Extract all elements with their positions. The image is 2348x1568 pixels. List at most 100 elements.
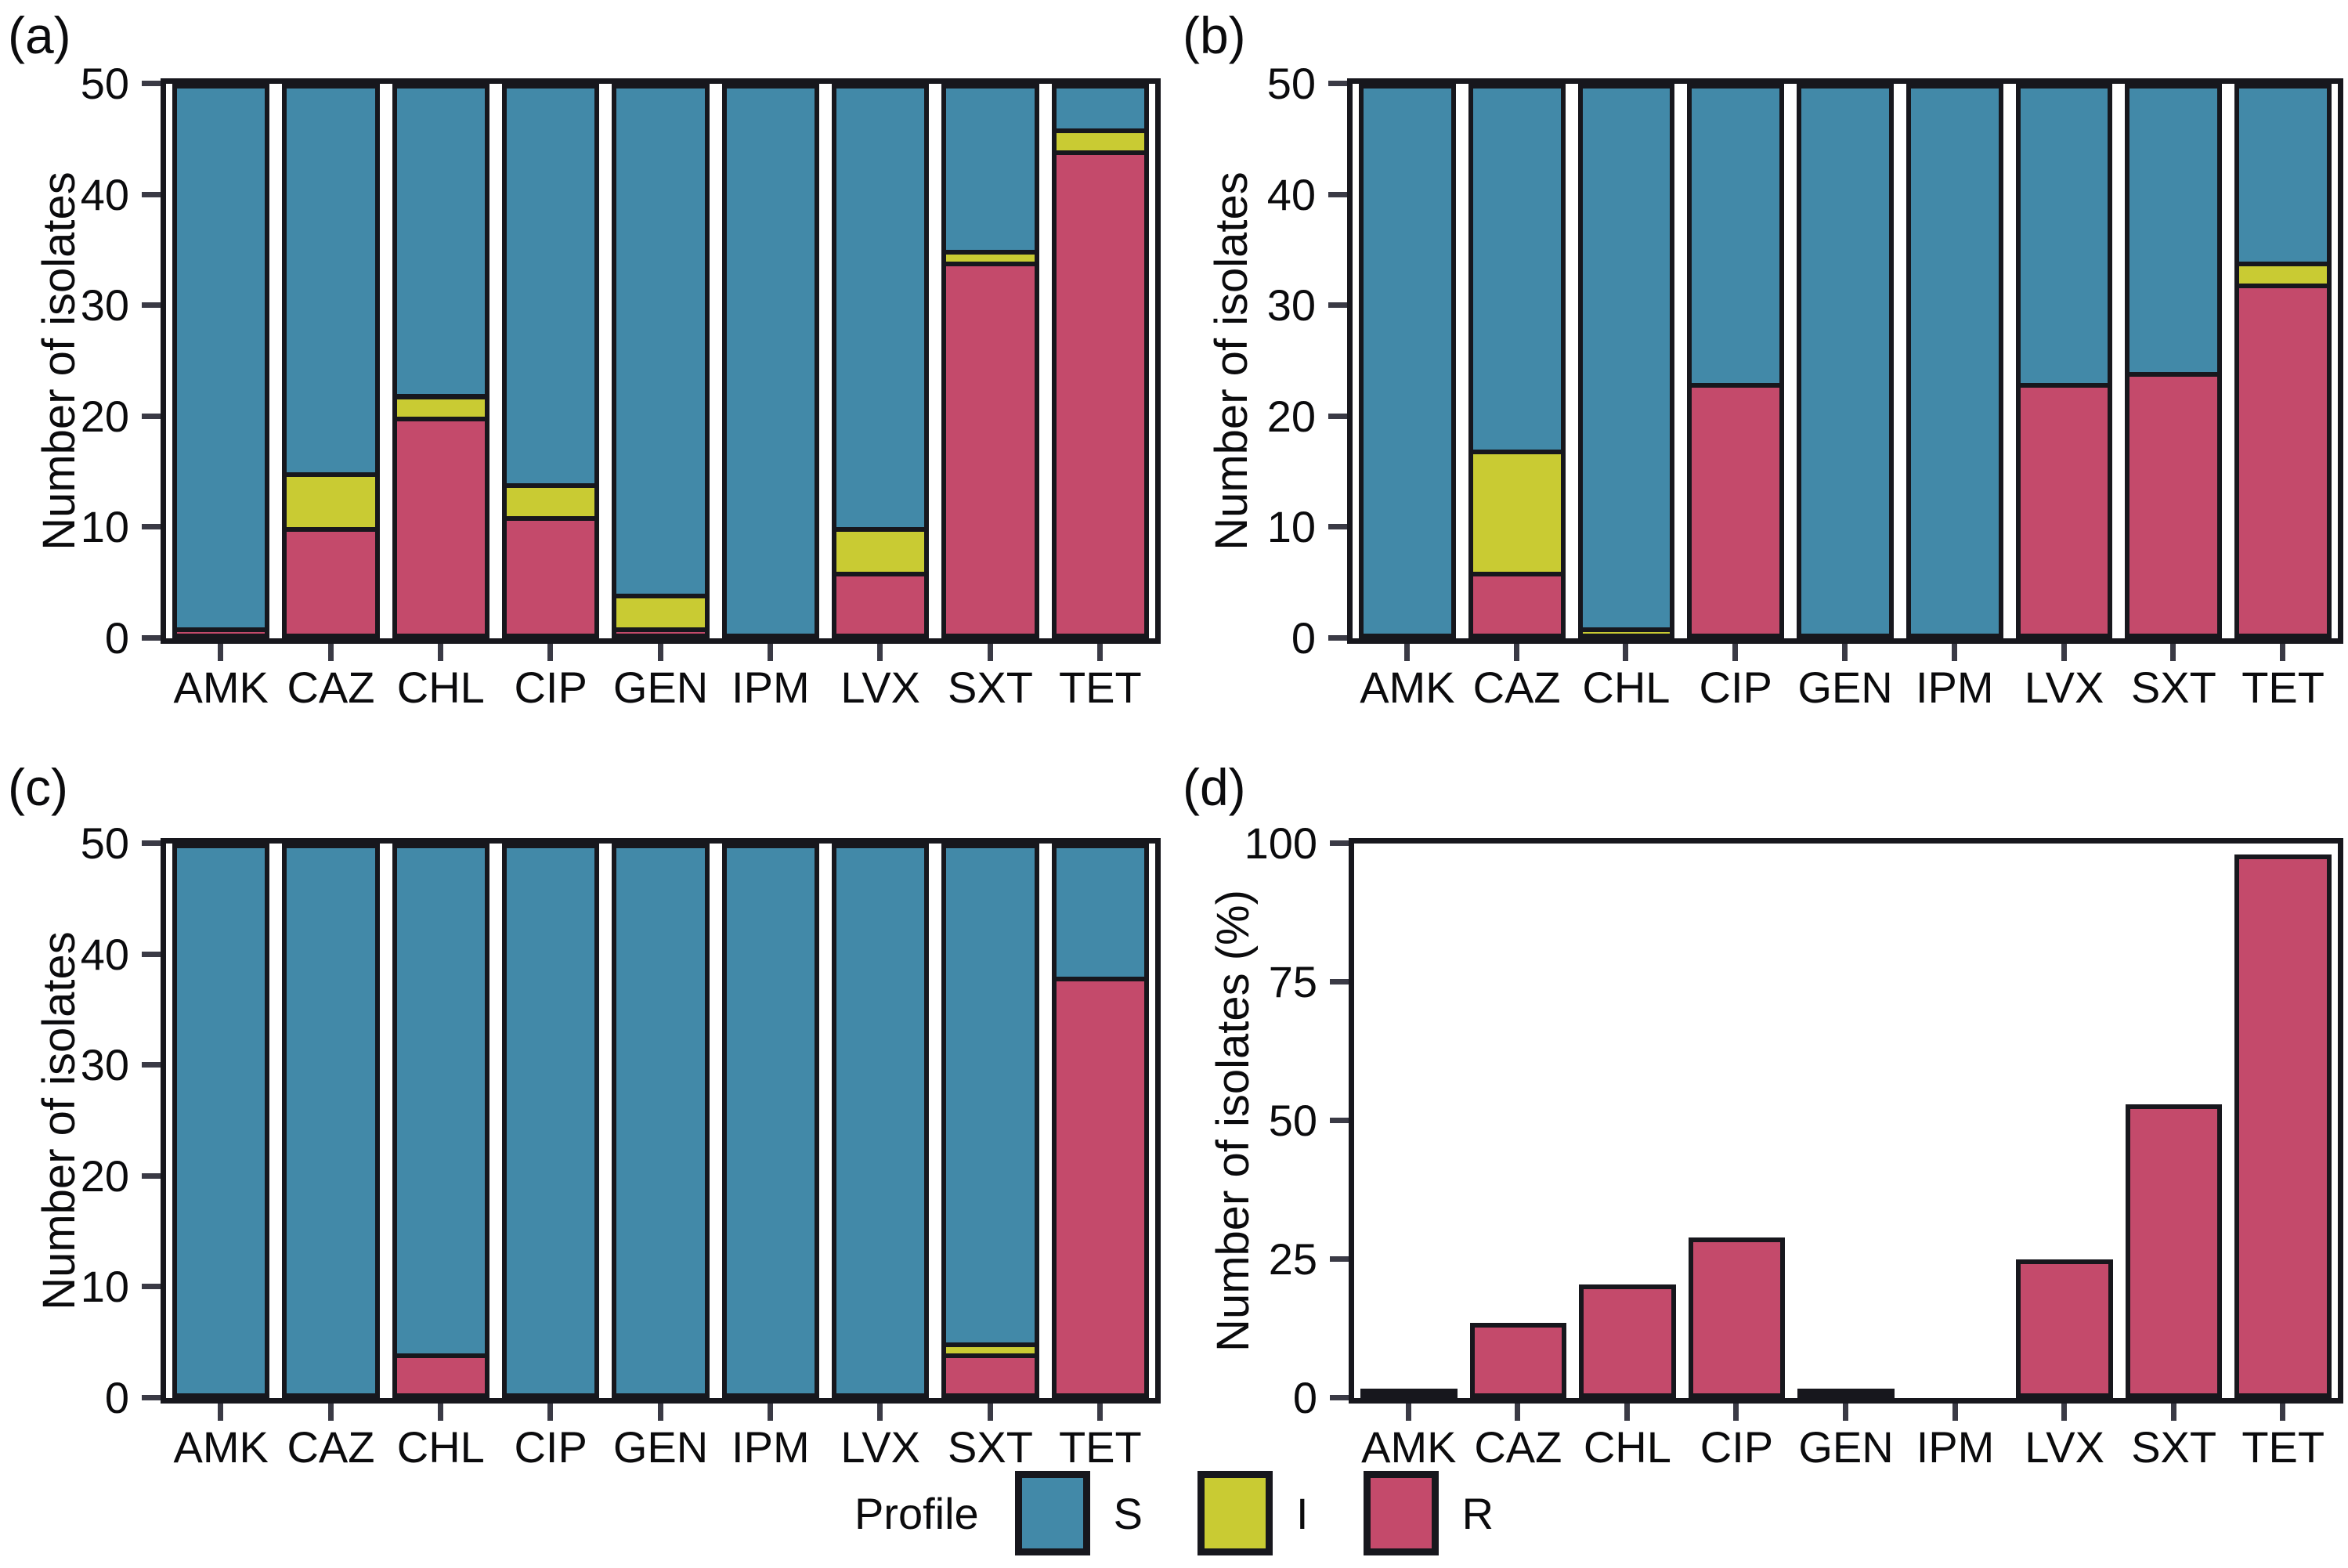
bar-segment-S-CAZ [282, 844, 380, 1398]
bar-segment-R-SXT [2125, 372, 2223, 638]
y-axis-tick [1328, 413, 1347, 419]
bar-segment-S-SXT [941, 84, 1039, 255]
y-axis-tick [1328, 524, 1347, 530]
bar-segment-R-AMK [1360, 1389, 1458, 1398]
x-tick-label-CAZ: CAZ [287, 1422, 375, 1472]
bar-segment-S-CHL [1577, 84, 1675, 632]
y-axis-tick [142, 191, 161, 197]
legend-label-r: R [1461, 1488, 1494, 1538]
panel-b-letter: (b) [1183, 6, 1246, 64]
x-tick-label-CHL: CHL [396, 1422, 485, 1472]
panel-c-letter: (c) [8, 758, 68, 816]
x-axis-tick [1732, 644, 1739, 661]
y-axis-tick [142, 635, 161, 641]
panel-d-letter: (d) [1183, 758, 1246, 816]
x-axis-tick [327, 1404, 334, 1421]
x-axis-tick [1096, 644, 1103, 661]
x-axis-tick [657, 644, 663, 661]
bar-segment-R-SXT [2125, 1104, 2223, 1398]
bar-segment-R-CAZ [1468, 572, 1566, 638]
y-tick-label: 10 [1266, 502, 1316, 552]
x-axis-tick [1096, 1404, 1103, 1421]
y-axis-tick [142, 840, 161, 846]
x-tick-label-LVX: LVX [2024, 663, 2104, 712]
y-tick-label: 40 [80, 169, 129, 219]
y-tick-label: 0 [104, 1373, 129, 1422]
bar-segment-S-TET [2234, 84, 2332, 266]
bar-segment-R-LVX [2015, 383, 2113, 638]
x-tick-label-IPM: IPM [731, 663, 810, 712]
y-tick-label: 20 [80, 1151, 129, 1201]
bar-segment-S-CAZ [282, 84, 380, 477]
panel-c-plot-area [161, 838, 1161, 1404]
bar-segment-S-AMK [172, 84, 270, 632]
bar-segment-S-LVX [2015, 84, 2113, 388]
x-axis-tick [218, 644, 224, 661]
y-tick-label: 30 [80, 1040, 129, 1090]
bar-segment-R-LVX [2016, 1259, 2113, 1398]
y-tick-label: 40 [1266, 169, 1316, 219]
x-tick-label-GEN: GEN [1797, 663, 1893, 712]
y-axis-tick [1330, 1118, 1349, 1123]
y-axis-tick [1330, 979, 1349, 985]
x-tick-label-TET: TET [2241, 663, 2325, 712]
x-axis-tick [1624, 1404, 1630, 1421]
x-axis-tick [1842, 644, 1848, 661]
bar-segment-I-CAZ [1468, 450, 1566, 577]
legend-key-s [1014, 1471, 1090, 1555]
x-axis-tick [1623, 644, 1629, 661]
bar-segment-S-GEN [1797, 84, 1894, 638]
legend-label-s: S [1113, 1488, 1143, 1538]
x-axis-tick [218, 1404, 224, 1421]
x-tick-label-LVX: LVX [2025, 1422, 2104, 1472]
x-axis-tick [547, 644, 554, 661]
x-axis-tick [2061, 644, 2067, 661]
y-tick-label: 20 [1266, 391, 1316, 441]
bar-segment-S-CIP [502, 844, 600, 1398]
x-axis-tick [437, 644, 443, 661]
bar-segment-R-SXT [941, 261, 1039, 638]
x-axis-tick [1513, 644, 1519, 661]
x-axis-tick [987, 644, 993, 661]
legend-key-i [1197, 1471, 1273, 1555]
bar-segment-S-CHL [392, 844, 489, 1359]
y-tick-label: 50 [80, 59, 129, 108]
bar-segment-S-LVX [832, 84, 930, 533]
bar-segment-R-CAZ [1469, 1323, 1567, 1398]
y-tick-label: 10 [80, 502, 129, 552]
x-axis-tick [437, 1404, 443, 1421]
bar-segment-R-TET [2234, 854, 2332, 1398]
panel-a-plot-area [161, 78, 1161, 644]
y-tick-label: 20 [80, 391, 129, 441]
bar-segment-R-SXT [941, 1353, 1039, 1398]
x-axis-tick [767, 1404, 773, 1421]
y-axis-tick [1328, 635, 1347, 641]
x-axis-tick [877, 644, 883, 661]
bar-segment-S-LVX [832, 844, 930, 1398]
bar-segment-S-SXT [941, 844, 1039, 1348]
panel-a: (a) Number of isolates 0 10 20 30 40 50 AMK CAZ… [0, 0, 1175, 752]
x-axis-tick [2280, 1404, 2286, 1421]
bar-segment-S-AMK [172, 844, 270, 1398]
x-tick-label-GEN: GEN [612, 663, 709, 712]
legend-key-r [1363, 1471, 1439, 1555]
bar-segment-R-CIP [1687, 383, 1785, 638]
x-axis-tick [327, 644, 334, 661]
bar-segment-I-CIP [502, 482, 600, 522]
y-tick-label: 10 [80, 1262, 129, 1312]
x-tick-label-TET: TET [1058, 663, 1142, 712]
y-axis-tick [142, 1062, 161, 1068]
panel-c: (c) Number of isolates 0 10 20 30 40 50 AMK CAZ… [0, 752, 1175, 1471]
y-axis-tick [1330, 840, 1349, 846]
x-tick-label-GEN: GEN [612, 1422, 709, 1472]
y-axis-tick [142, 302, 161, 309]
y-axis-tick [142, 1395, 161, 1400]
bar-segment-S-CHL [392, 84, 489, 399]
x-tick-label-CIP: CIP [514, 663, 587, 712]
x-axis-tick [877, 1404, 883, 1421]
bar-segment-R-CAZ [282, 527, 380, 638]
bar-segment-S-IPM [721, 84, 819, 638]
bar-segment-S-CAZ [1468, 84, 1566, 455]
bar-segment-S-IPM [721, 844, 819, 1398]
